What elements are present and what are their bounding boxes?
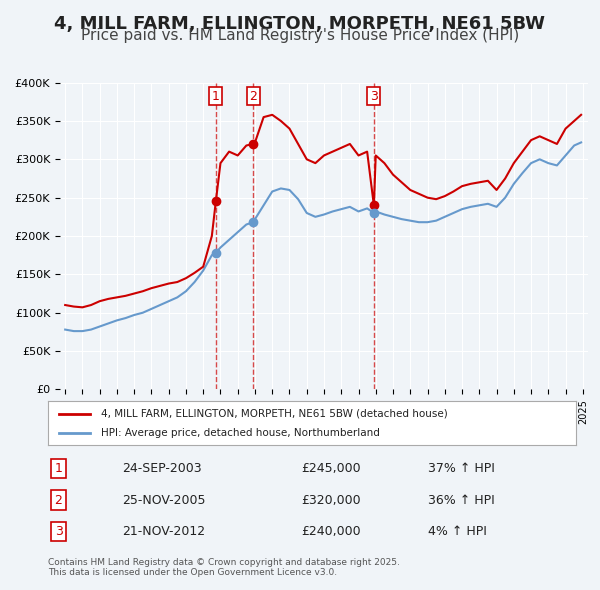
Text: 1: 1 [55, 463, 62, 476]
Text: 4, MILL FARM, ELLINGTON, MORPETH, NE61 5BW: 4, MILL FARM, ELLINGTON, MORPETH, NE61 5… [55, 15, 545, 33]
Text: £240,000: £240,000 [301, 525, 361, 537]
Text: Price paid vs. HM Land Registry's House Price Index (HPI): Price paid vs. HM Land Registry's House … [81, 28, 519, 43]
Text: 25-NOV-2005: 25-NOV-2005 [122, 493, 205, 507]
Text: 37% ↑ HPI: 37% ↑ HPI [428, 463, 495, 476]
Text: HPI: Average price, detached house, Northumberland: HPI: Average price, detached house, Nort… [101, 428, 380, 438]
Text: 24-SEP-2003: 24-SEP-2003 [122, 463, 202, 476]
Text: 2: 2 [55, 493, 62, 507]
Text: 21-NOV-2012: 21-NOV-2012 [122, 525, 205, 537]
Text: £245,000: £245,000 [301, 463, 361, 476]
Text: 36% ↑ HPI: 36% ↑ HPI [428, 493, 495, 507]
Text: 3: 3 [370, 90, 378, 103]
Text: 4% ↑ HPI: 4% ↑ HPI [428, 525, 487, 537]
Text: 4, MILL FARM, ELLINGTON, MORPETH, NE61 5BW (detached house): 4, MILL FARM, ELLINGTON, MORPETH, NE61 5… [101, 409, 448, 418]
Text: 1: 1 [212, 90, 220, 103]
Text: £320,000: £320,000 [301, 493, 361, 507]
Text: 3: 3 [55, 525, 62, 537]
Text: Contains HM Land Registry data © Crown copyright and database right 2025.
This d: Contains HM Land Registry data © Crown c… [48, 558, 400, 577]
Text: 2: 2 [250, 90, 257, 103]
